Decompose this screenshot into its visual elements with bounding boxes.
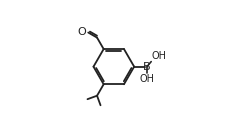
- Text: B: B: [143, 62, 150, 72]
- Text: OH: OH: [151, 51, 166, 61]
- Text: O: O: [77, 27, 85, 37]
- Text: OH: OH: [139, 74, 154, 84]
